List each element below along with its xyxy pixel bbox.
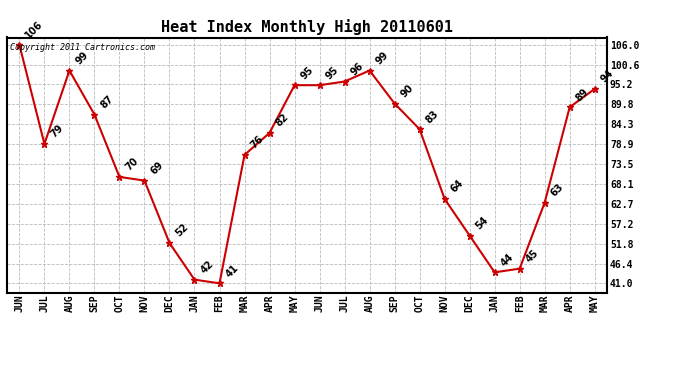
Text: 99: 99 xyxy=(74,50,90,66)
Text: 90: 90 xyxy=(399,83,415,99)
Text: 99: 99 xyxy=(374,50,391,66)
Text: 41: 41 xyxy=(224,262,240,279)
Title: Heat Index Monthly High 20110601: Heat Index Monthly High 20110601 xyxy=(161,19,453,35)
Text: 64: 64 xyxy=(448,178,465,195)
Text: 79: 79 xyxy=(48,123,65,140)
Text: 63: 63 xyxy=(549,182,565,198)
Text: 69: 69 xyxy=(148,160,165,176)
Text: 89: 89 xyxy=(574,86,591,103)
Text: 83: 83 xyxy=(424,108,440,125)
Text: 87: 87 xyxy=(99,94,115,110)
Text: 44: 44 xyxy=(499,252,515,268)
Text: 54: 54 xyxy=(474,215,491,231)
Text: 42: 42 xyxy=(199,259,215,276)
Text: 70: 70 xyxy=(124,156,140,173)
Text: 96: 96 xyxy=(348,61,365,77)
Text: 45: 45 xyxy=(524,248,540,264)
Text: 95: 95 xyxy=(299,64,315,81)
Text: Copyright 2011 Cartronics.com: Copyright 2011 Cartronics.com xyxy=(10,43,155,52)
Text: 52: 52 xyxy=(174,222,190,239)
Text: 82: 82 xyxy=(274,112,290,129)
Text: 94: 94 xyxy=(599,68,615,85)
Text: 106: 106 xyxy=(23,19,45,40)
Text: 76: 76 xyxy=(248,134,265,151)
Text: 95: 95 xyxy=(324,64,340,81)
